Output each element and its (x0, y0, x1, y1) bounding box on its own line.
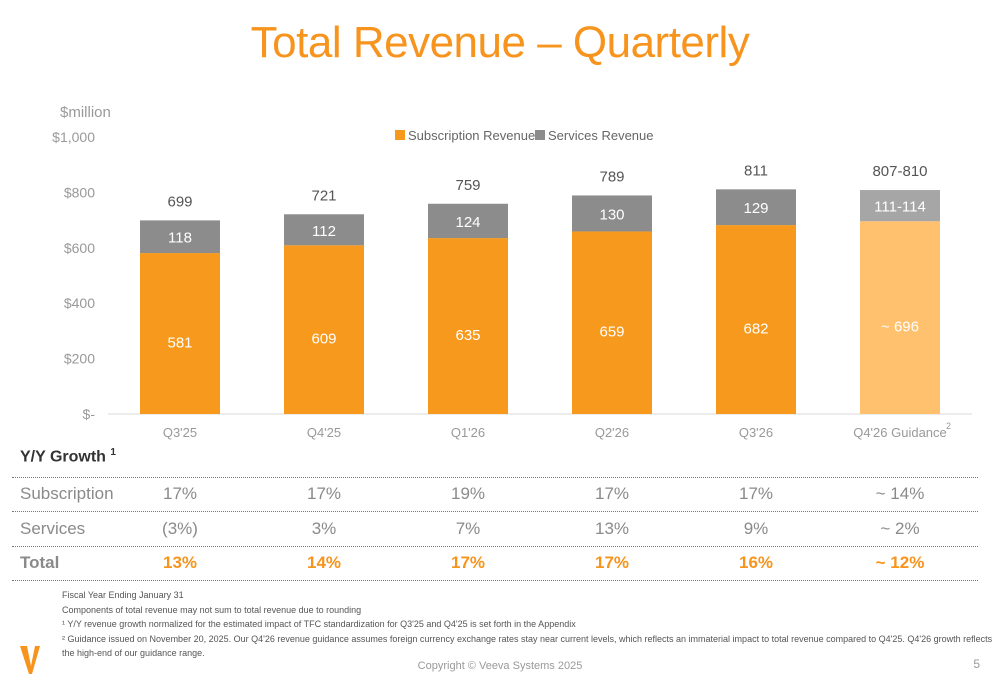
footnote: Fiscal Year Ending January 31 (62, 590, 184, 600)
table-top-rule (12, 443, 978, 478)
y-tick-label: $1,000 (52, 129, 95, 145)
bar-subscription (140, 253, 220, 414)
y-tick-label: $- (83, 406, 96, 422)
x-tick-label: Q2'26 (595, 425, 629, 440)
data-label: 659 (599, 324, 624, 341)
x-tick-label: Q4'26 Guidance (853, 425, 947, 440)
growth-value: 17% (594, 484, 630, 503)
total-label: 759 (455, 177, 480, 194)
bar-services (428, 203, 508, 239)
y-tick-label: $800 (64, 184, 95, 200)
growth-value: 7% (455, 518, 481, 538)
data-label: 635 (455, 327, 480, 344)
data-label: 112 (312, 223, 336, 240)
x-tick-label: Q3'25 (163, 425, 197, 440)
growth-value: 13% (594, 518, 630, 538)
growth-value: 17% (450, 553, 486, 572)
bar-subscription (716, 225, 796, 414)
x-tick-label: Q3'26 (739, 425, 773, 440)
growth-value: ~ 12% (875, 553, 925, 572)
growth-value: 3% (311, 518, 337, 538)
legend-swatch (395, 130, 405, 140)
x-tick-label: Q4'25 (307, 425, 341, 440)
bar-subscription (572, 231, 652, 414)
total-label: 789 (599, 168, 624, 185)
total-label: 699 (167, 193, 192, 210)
footnotes: Fiscal Year Ending January 31 Components… (62, 588, 992, 661)
growth-heading: Y/Y Growth 1 (20, 447, 116, 466)
data-label: ~ 696 (881, 319, 919, 336)
y-tick-label: $400 (64, 295, 95, 311)
growth-row-subscription: Subscription 17% 17% 19% 17% 17% ~ 14% (12, 477, 978, 512)
footnote: the high-end of our guidance range. (62, 648, 205, 658)
data-label: 130 (599, 206, 624, 223)
legend-label: Services Revenue (548, 128, 654, 143)
bar-services (572, 195, 652, 232)
growth-value: 13% (162, 553, 198, 572)
data-label: 129 (743, 200, 768, 217)
data-label: 682 (743, 321, 768, 338)
slide-title: Total Revenue – Quarterly (250, 18, 750, 67)
total-label: 811 (744, 162, 768, 179)
data-label: 581 (167, 335, 192, 352)
y-tick-label: $200 (64, 351, 95, 367)
row-label: Services (20, 518, 86, 538)
growth-value: 17% (162, 484, 198, 503)
x-tick-superscript: 2 (946, 421, 951, 431)
footnote: Components of total revenue may not sum … (62, 604, 362, 615)
bar-subscription (860, 221, 940, 414)
data-label: 609 (311, 331, 336, 348)
growth-value: 17% (594, 553, 630, 572)
total-label: 807-810 (872, 163, 927, 180)
veeva-logo (20, 646, 40, 674)
footnote: ² Guidance issued on November 20, 2025. … (62, 633, 993, 644)
x-tick-label: Q1'26 (451, 425, 485, 440)
growth-value: 16% (738, 553, 774, 572)
unit-label: $million (60, 104, 111, 121)
legend-swatch (535, 130, 545, 140)
growth-row-services: Services (3%) 3% 7% 13% 9% ~ 2% (12, 512, 978, 547)
growth-value: ~ 2% (880, 518, 920, 538)
growth-value: 17% (738, 484, 774, 503)
data-label: 111-114 (874, 199, 926, 216)
bar-services (284, 214, 364, 246)
bar-services (716, 189, 796, 226)
data-label: 118 (168, 230, 192, 247)
bar-subscription (428, 238, 508, 414)
growth-value: 14% (306, 553, 342, 572)
bar-services (140, 220, 220, 254)
data-label: 124 (455, 214, 480, 231)
row-label: Total (20, 553, 60, 572)
growth-value: 19% (450, 484, 486, 503)
growth-value: ~ 14% (875, 484, 925, 503)
total-label: 721 (311, 187, 336, 204)
growth-value: 17% (306, 484, 342, 503)
legend-label: Subscription Revenue (408, 128, 535, 143)
bar-subscription (284, 245, 364, 414)
y-tick-label: $600 (64, 240, 95, 256)
growth-value: 9% (743, 518, 769, 538)
footnote: ¹ Y/Y revenue growth normalized for the … (62, 619, 576, 629)
bar-services (860, 190, 940, 222)
row-label: Subscription (20, 484, 114, 503)
revenue-chart: $million $- $200 $400 $600 $800 $1,000 Subscrip… (52, 104, 972, 440)
growth-value: (3%) (162, 518, 198, 538)
copyright: Copyright © Veeva Systems 2025 (417, 660, 583, 672)
growth-row-total: Total 13% 14% 17% 17% 16% ~ 12% (12, 546, 978, 581)
page-number: 5 (973, 657, 980, 671)
